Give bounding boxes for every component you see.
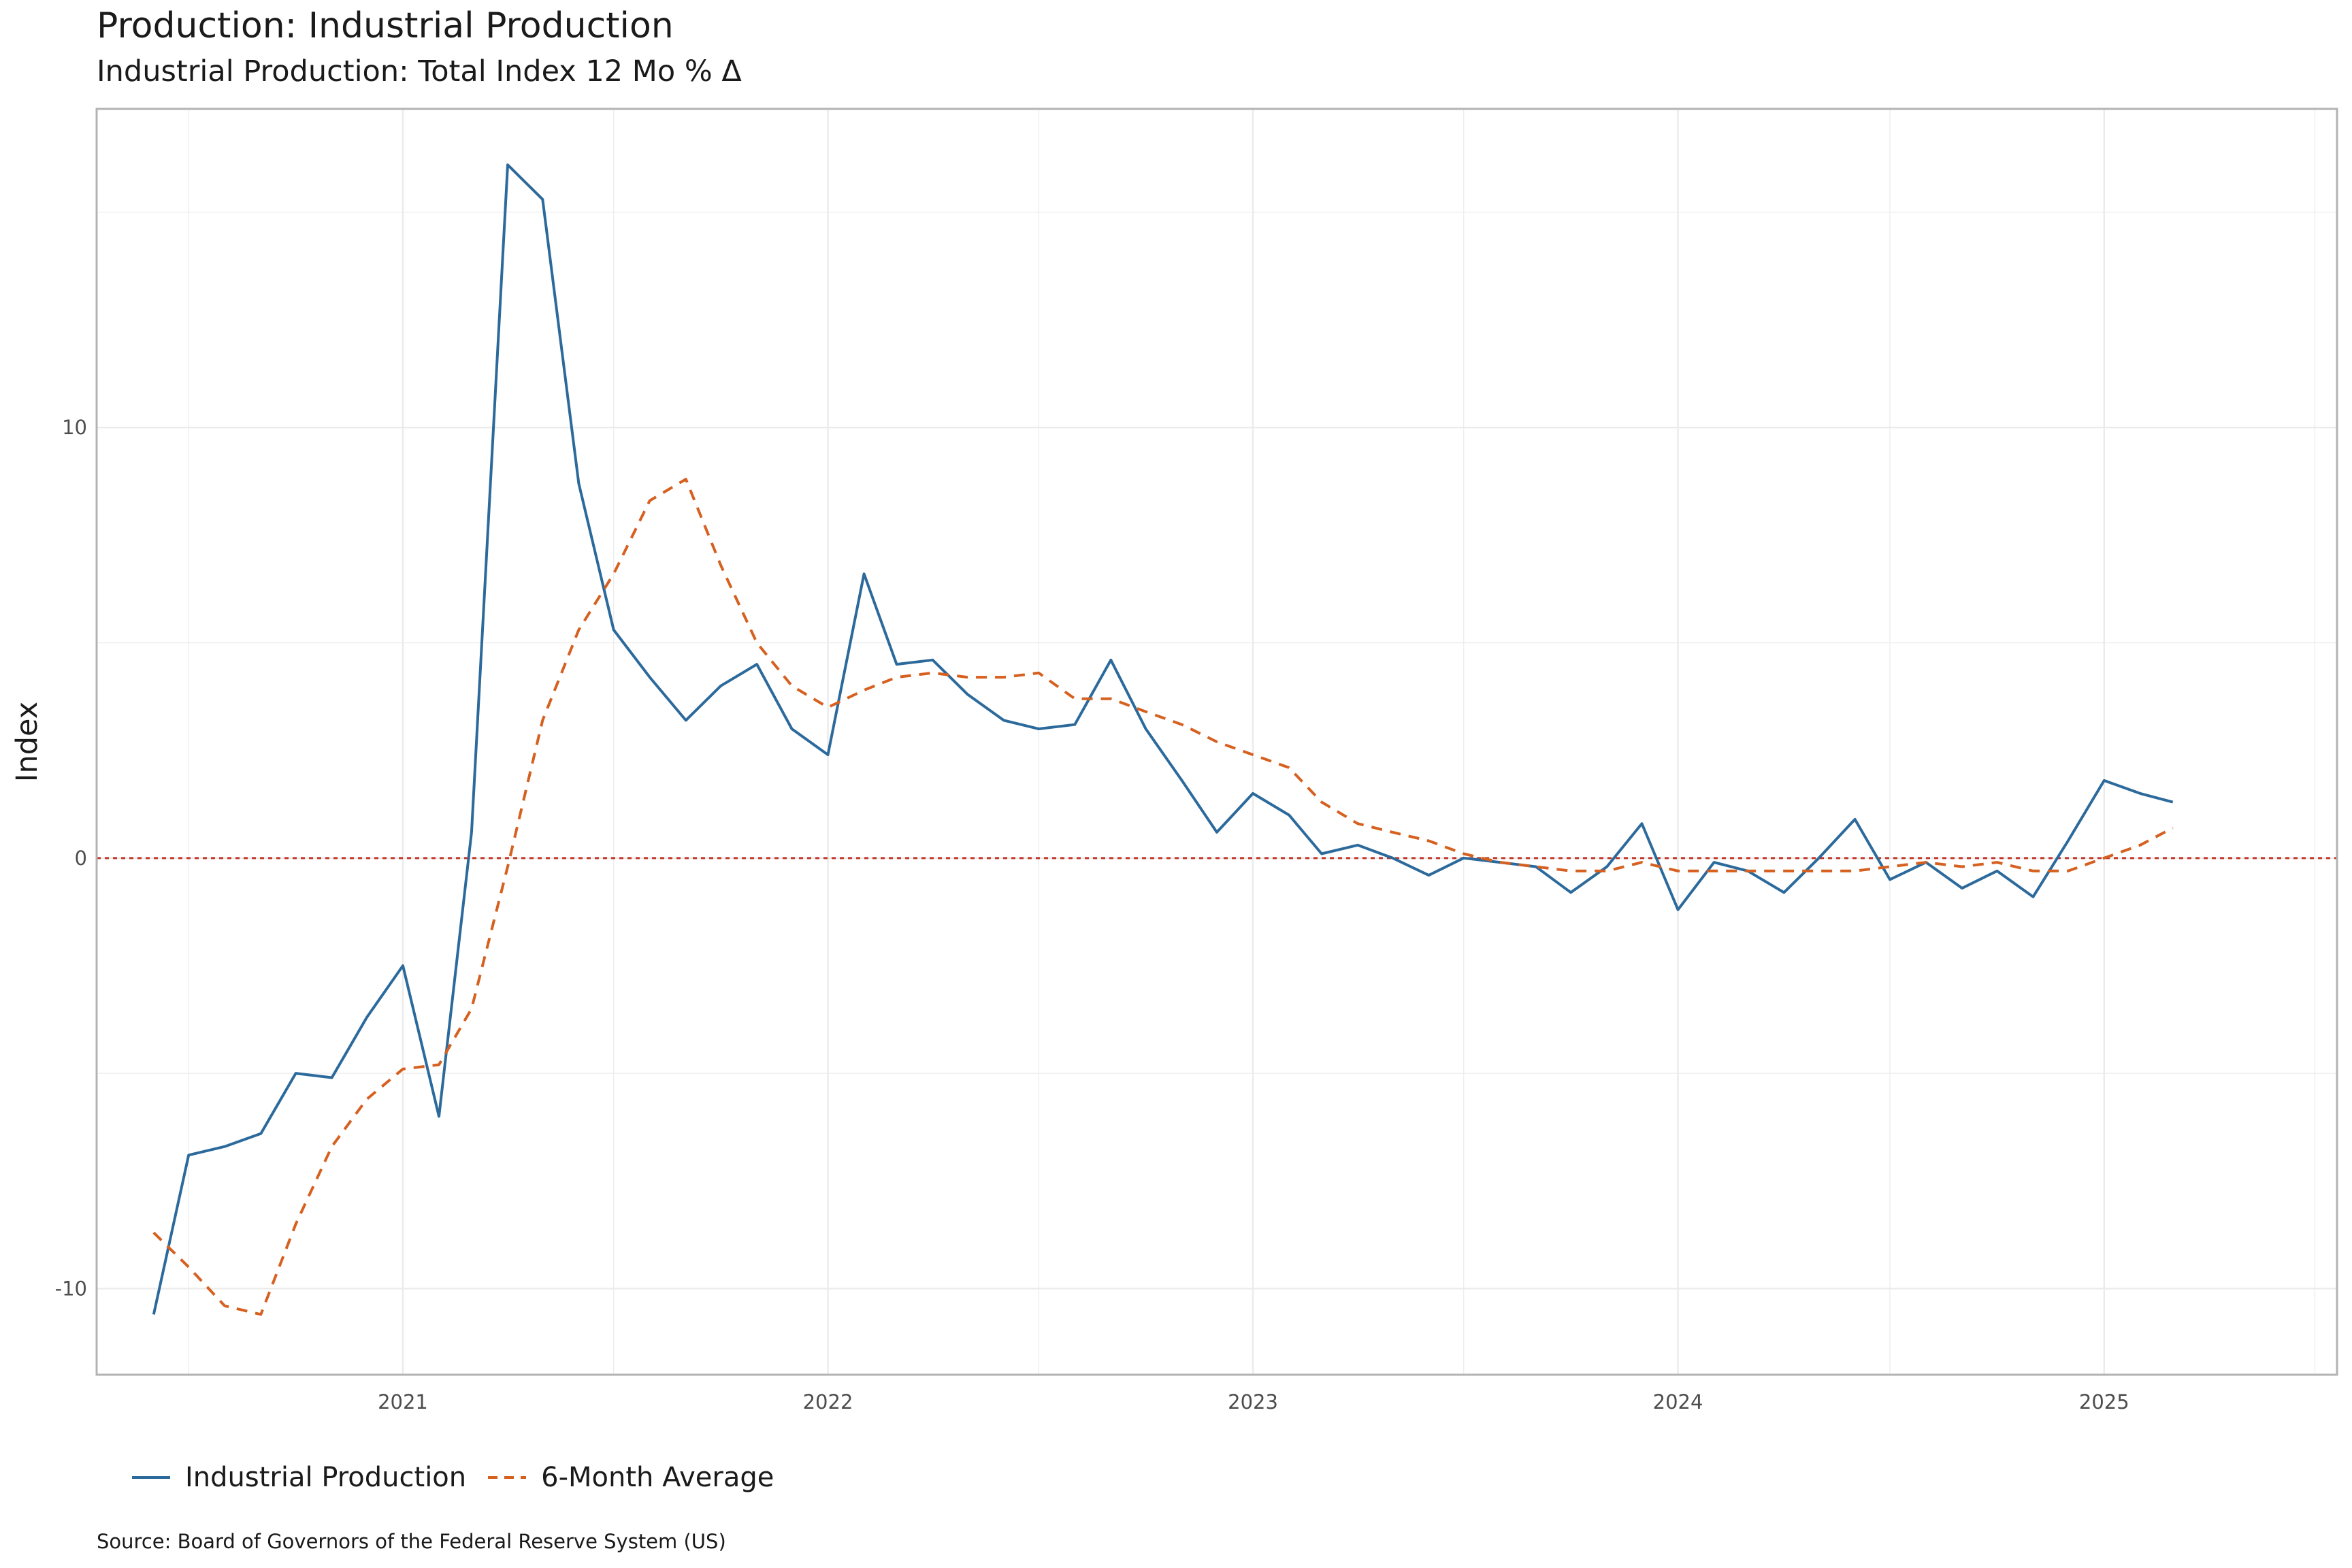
series-line-6-month-average [152,478,2174,1316]
series-line-industrial-production [152,163,2174,1315]
x-tick-label: 2021 [378,1390,428,1414]
legend-key-solid-line [132,1476,170,1479]
x-tick-label: 2022 [803,1390,853,1414]
x-tick-label: 2024 [1653,1390,1703,1414]
y-tick-label: 10 [62,416,87,439]
legend-item-industrial-production: Industrial Production [131,1462,466,1493]
y-tick-label: 0 [75,847,87,870]
legend-item-6-month-average: 6-Month Average [487,1462,774,1493]
legend-key-dashed-line [488,1476,527,1479]
x-tick-label: 2023 [1228,1390,1278,1414]
legend-label-industrial-production: Industrial Production [185,1462,467,1493]
chart-subtitle: Industrial Production: Total Index 12 Mo… [97,54,742,88]
x-tick-label: 2025 [2079,1390,2129,1414]
chart-title: Production: Industrial Production [97,5,674,46]
source-caption: Source: Board of Governors of the Federa… [97,1530,726,1553]
chart-legend: Industrial Production 6-Month Average [131,1462,794,1493]
series-lines [152,163,2174,1316]
y-axis-title: Index [10,702,44,782]
legend-label-6-month-average: 6-Month Average [541,1462,774,1493]
panel-border [95,108,2338,1376]
axis-tick-labels: -10 0 10 2021 2022 2023 2024 2025 [55,416,2129,1414]
y-tick-label: -10 [55,1277,87,1300]
